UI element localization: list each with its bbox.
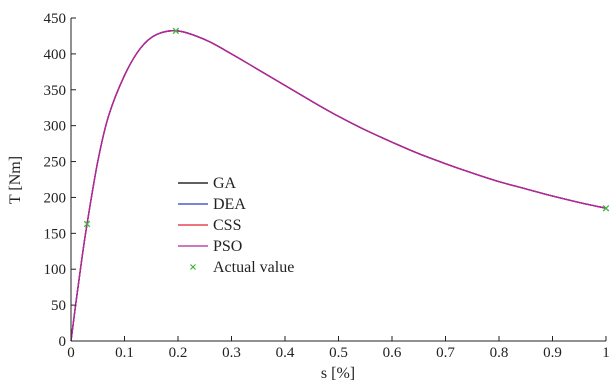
- x-tick-label: 0.6: [383, 345, 402, 361]
- x-tick-label: 0.7: [436, 345, 455, 361]
- actual-value-point: [83, 220, 91, 228]
- legend-item-ga: GA: [178, 175, 237, 192]
- y-tick-label: 450: [44, 11, 67, 27]
- legend-label: Actual value: [213, 259, 294, 276]
- y-tick-label: 200: [44, 190, 67, 206]
- y-ticks: 0 50 100 150 200 250 300 350 400 450: [44, 11, 76, 350]
- marker-stroke: [83, 220, 91, 228]
- legend-label: PSO: [213, 238, 242, 255]
- x-tick-label: 1: [602, 345, 609, 361]
- y-tick-label: 150: [44, 226, 67, 242]
- x-tick-label: 0.2: [169, 345, 188, 361]
- legend-label: GA: [213, 175, 237, 192]
- x-ticks: 0 0.1 0.2 0.3 0.4 0.5 0.6 0.7 0.8 0.9 1: [67, 336, 609, 361]
- y-tick-label: 250: [44, 155, 67, 171]
- y-axis-title: T [Nm]: [7, 156, 24, 204]
- series-line-css: [70, 30, 607, 342]
- x-tick-label: 0.3: [222, 345, 241, 361]
- x-tick-label: 0: [67, 345, 75, 361]
- y-tick-label: 400: [44, 47, 67, 63]
- legend-label: DEA: [213, 196, 246, 213]
- plot-area: 0 0.1 0.2 0.3 0.4 0.5 0.6 0.7 0.8 0.9 1 0 50 100 150 2…: [44, 11, 609, 361]
- y-tick-label: 300: [44, 119, 67, 135]
- legend: GA DEA CSS PSO Actual value: [178, 175, 294, 276]
- marker-stroke: [602, 204, 609, 212]
- legend-item-actual-value: Actual value: [190, 259, 294, 276]
- y-tick-label: 0: [59, 334, 67, 350]
- legend-label: CSS: [213, 217, 241, 234]
- actual-value-point: [602, 204, 609, 212]
- y-tick-label: 100: [44, 262, 67, 278]
- actual-value-point: [172, 27, 180, 35]
- series-line-ga: [70, 30, 607, 342]
- y-tick-label: 50: [51, 298, 66, 314]
- x-axis-title: s [%]: [321, 365, 355, 382]
- y-tick-label: 350: [44, 83, 67, 99]
- legend-marker-stroke: [190, 264, 196, 270]
- x-tick-label: 0.1: [115, 345, 134, 361]
- x-tick-label: 0.4: [276, 345, 295, 361]
- series-layer: [70, 30, 607, 342]
- legend-item-css: CSS: [178, 217, 241, 234]
- actual-value-markers: [83, 27, 609, 228]
- x-tick-label: 0.9: [543, 345, 562, 361]
- x-tick-label: 0.8: [490, 345, 509, 361]
- marker-stroke: [172, 27, 180, 35]
- series-line-pso: [70, 30, 607, 342]
- x-tick-label: 0.5: [329, 345, 348, 361]
- legend-item-pso: PSO: [178, 238, 242, 255]
- legend-item-dea: DEA: [178, 196, 246, 213]
- series-line-dea: [70, 30, 607, 342]
